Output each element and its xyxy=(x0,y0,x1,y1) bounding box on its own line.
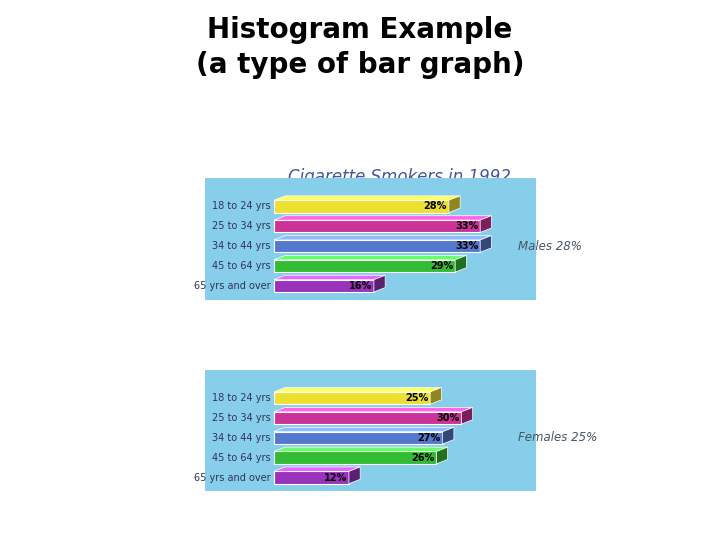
Bar xyxy=(274,471,349,484)
Text: 65 yrs and over: 65 yrs and over xyxy=(194,472,271,483)
Text: 29%: 29% xyxy=(430,261,454,271)
Bar xyxy=(274,240,480,252)
Polygon shape xyxy=(430,388,441,404)
Polygon shape xyxy=(449,196,460,213)
Bar xyxy=(274,280,374,292)
Text: 16%: 16% xyxy=(348,281,372,291)
Text: 34 to 44 yrs: 34 to 44 yrs xyxy=(212,433,271,443)
Text: 25%: 25% xyxy=(405,393,428,403)
Polygon shape xyxy=(455,255,467,272)
Polygon shape xyxy=(274,388,441,392)
Text: 26%: 26% xyxy=(411,453,435,463)
Polygon shape xyxy=(274,275,385,280)
Text: 25 to 34 yrs: 25 to 34 yrs xyxy=(212,413,271,423)
Text: 18 to 24 yrs: 18 to 24 yrs xyxy=(212,201,271,211)
Text: Males 28%: Males 28% xyxy=(518,240,582,253)
Text: 25 to 34 yrs: 25 to 34 yrs xyxy=(212,221,271,231)
Text: 45 to 64 yrs: 45 to 64 yrs xyxy=(212,453,271,463)
Text: 33%: 33% xyxy=(455,221,478,231)
Bar xyxy=(274,200,449,213)
Polygon shape xyxy=(436,447,448,464)
Polygon shape xyxy=(349,467,360,484)
Text: 65 yrs and over: 65 yrs and over xyxy=(194,281,271,291)
Text: 18 to 24 yrs: 18 to 24 yrs xyxy=(212,393,271,403)
Bar xyxy=(274,392,430,404)
Polygon shape xyxy=(480,235,492,252)
Bar xyxy=(274,431,443,444)
Text: 30%: 30% xyxy=(436,413,459,423)
Text: 12%: 12% xyxy=(324,472,347,483)
Text: Females 25%: Females 25% xyxy=(518,431,597,444)
Polygon shape xyxy=(443,427,454,444)
Text: 34 to 44 yrs: 34 to 44 yrs xyxy=(212,241,271,251)
Text: Histogram Example
(a type of bar graph): Histogram Example (a type of bar graph) xyxy=(196,16,524,79)
Polygon shape xyxy=(374,275,385,292)
Polygon shape xyxy=(274,467,360,471)
Text: 45 to 64 yrs: 45 to 64 yrs xyxy=(212,261,271,271)
Polygon shape xyxy=(274,255,467,260)
Polygon shape xyxy=(274,427,454,431)
Text: 33%: 33% xyxy=(455,241,478,251)
Polygon shape xyxy=(480,215,492,232)
Text: 27%: 27% xyxy=(418,433,441,443)
Polygon shape xyxy=(274,407,472,412)
Bar xyxy=(274,260,455,272)
Polygon shape xyxy=(274,447,448,451)
Bar xyxy=(274,412,462,424)
Text: 28%: 28% xyxy=(423,201,447,211)
Polygon shape xyxy=(274,235,492,240)
Bar xyxy=(274,451,436,464)
Polygon shape xyxy=(462,407,472,424)
Polygon shape xyxy=(274,215,492,220)
Text: Cigarette Smokers in 1992: Cigarette Smokers in 1992 xyxy=(288,167,511,186)
Bar xyxy=(274,220,480,232)
Polygon shape xyxy=(274,196,460,200)
